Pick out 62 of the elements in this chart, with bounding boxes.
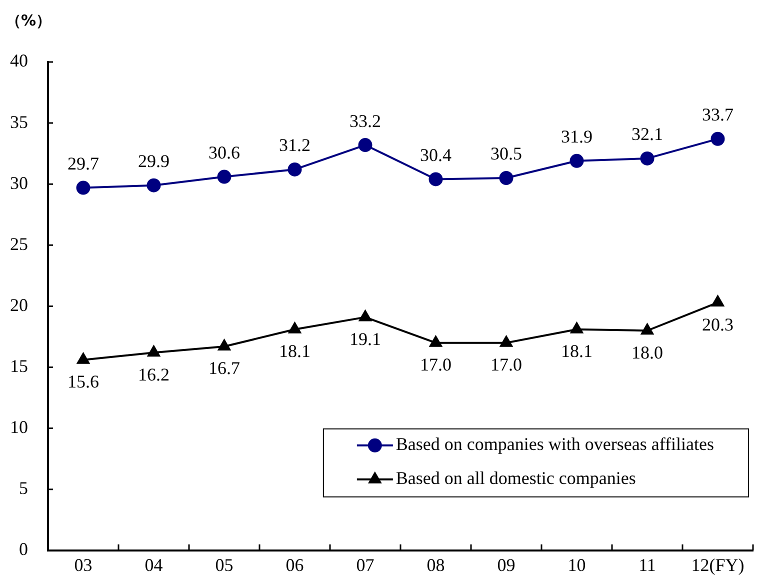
point — [570, 154, 584, 168]
point — [359, 310, 372, 322]
x-tick-label: 08 — [426, 554, 445, 575]
x-tick-label: 04 — [144, 554, 163, 575]
point — [358, 138, 372, 152]
y-tick-label: 10 — [10, 417, 28, 438]
point — [641, 324, 654, 335]
x-tick-label: 11 — [638, 554, 656, 575]
x-tick-label: 05 — [215, 554, 234, 575]
point — [76, 180, 90, 195]
data-label: 18.1 — [561, 341, 592, 362]
point — [148, 346, 160, 357]
data-label: 30.6 — [208, 142, 240, 163]
point — [499, 170, 514, 185]
point — [712, 296, 724, 307]
data-label: 17.0 — [490, 354, 522, 375]
data-label: 15.6 — [68, 372, 99, 392]
x-tick-label: 06 — [286, 554, 304, 575]
y-tick-label: 40 — [10, 50, 28, 71]
data-label: 30.4 — [420, 144, 452, 165]
point — [428, 172, 443, 186]
data-label: 33.2 — [350, 110, 381, 131]
data-label: 20.3 — [702, 314, 734, 334]
y-tick-label: 25 — [10, 234, 28, 254]
data-label: 33.7 — [702, 104, 734, 125]
point — [288, 162, 302, 176]
y-tick-label: 5 — [19, 478, 28, 498]
data-label: 18.1 — [279, 341, 310, 362]
x-tick-label: 10 — [568, 554, 586, 575]
y-tick-label: 35 — [10, 112, 28, 132]
point — [288, 322, 301, 334]
point — [500, 336, 512, 347]
x-tick-label: 07 — [356, 554, 374, 575]
x-tick-label: 03 — [74, 554, 92, 575]
point — [640, 151, 654, 166]
data-label: 16.7 — [208, 358, 240, 378]
y-axis-title: （%） — [6, 11, 52, 30]
data-label: 31.9 — [561, 126, 592, 147]
point — [77, 352, 90, 364]
x-tick-label: 12(FY) — [691, 554, 744, 575]
data-label: 30.5 — [490, 144, 522, 164]
data-label: 19.1 — [350, 328, 381, 349]
point — [430, 336, 442, 347]
y-tick-label: 20 — [10, 294, 28, 315]
y-tick-label: 30 — [10, 172, 28, 193]
data-label: 29.7 — [68, 153, 99, 174]
legend-label: Based on all domestic companies — [396, 468, 636, 488]
data-label: 31.2 — [279, 135, 310, 156]
point — [570, 322, 583, 334]
legend-label: Based on companies with overseas affiliates — [396, 434, 714, 454]
data-label: 32.1 — [632, 124, 663, 144]
y-tick-label: 0 — [19, 539, 28, 560]
data-label: 18.0 — [632, 342, 663, 362]
data-label: 16.2 — [138, 364, 170, 384]
data-label: 29.9 — [138, 151, 170, 172]
data-label: 17.0 — [420, 354, 452, 375]
point — [146, 178, 161, 192]
point — [217, 170, 232, 184]
y-tick-label: 15 — [10, 356, 28, 376]
x-tick-label: 09 — [497, 554, 516, 575]
point — [218, 339, 230, 350]
point — [710, 132, 725, 146]
